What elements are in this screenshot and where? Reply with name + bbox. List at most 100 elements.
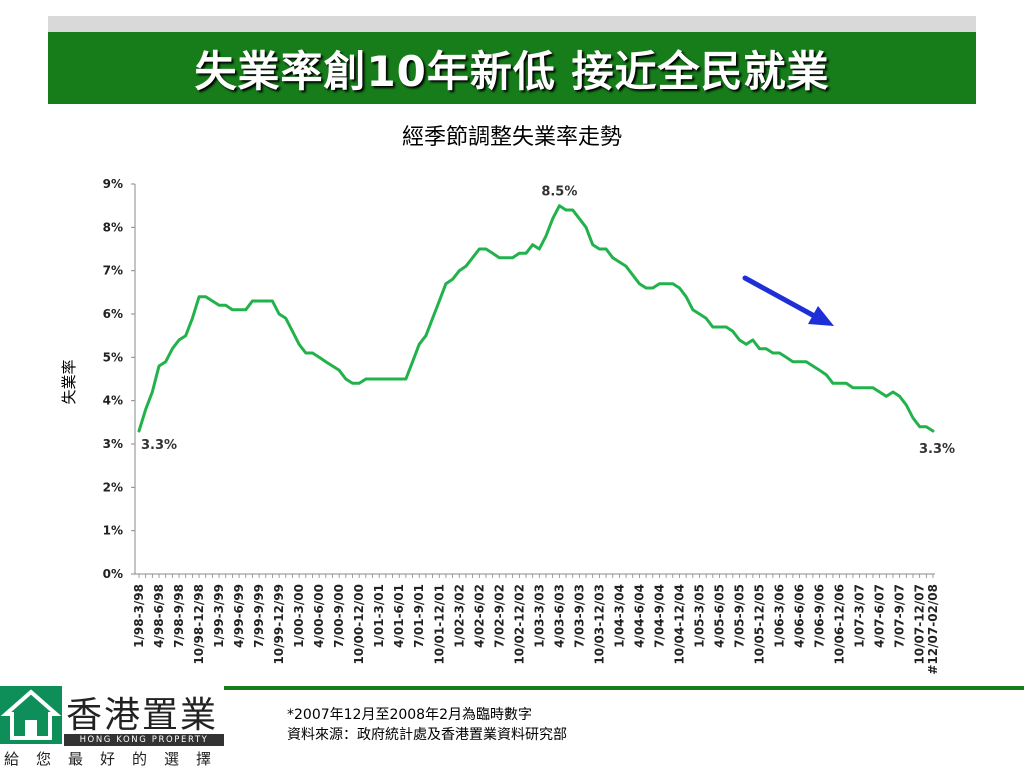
logo-english-name: HONG KONG PROPERTY xyxy=(64,734,224,746)
data-point xyxy=(338,369,341,372)
data-point xyxy=(798,360,801,363)
data-point xyxy=(378,377,381,381)
data-point xyxy=(264,299,267,303)
trend-arrow-shaft xyxy=(742,275,821,321)
data-point xyxy=(871,386,875,389)
x-tick-label: 10/04-12/04 xyxy=(672,584,686,665)
data-point xyxy=(805,360,808,363)
footer-divider xyxy=(224,686,1024,690)
x-tick-label: 7/04-9/04 xyxy=(652,584,666,648)
data-point xyxy=(825,373,828,376)
chart-panel xyxy=(56,106,970,684)
x-tick-label: 4/06-6/06 xyxy=(793,584,807,648)
y-tick-label: 5% xyxy=(103,350,123,364)
data-point xyxy=(911,416,915,420)
data-point xyxy=(638,282,641,285)
data-point xyxy=(164,360,167,363)
data-point xyxy=(711,325,714,329)
data-point xyxy=(157,364,161,368)
data-point xyxy=(678,286,681,290)
data-point xyxy=(224,304,227,307)
top-decor-bar xyxy=(48,16,976,32)
data-point xyxy=(704,317,708,320)
data-point xyxy=(865,386,868,389)
data-point xyxy=(511,256,514,259)
data-point xyxy=(351,382,354,385)
data-point xyxy=(785,356,788,359)
data-point xyxy=(878,390,881,394)
data-point xyxy=(431,317,434,320)
x-tick-label: 1/00-3/00 xyxy=(292,584,306,648)
data-point xyxy=(544,234,548,238)
data-point xyxy=(818,369,821,372)
data-point xyxy=(344,377,347,381)
data-point xyxy=(551,217,554,220)
x-tick-label: 1/04-3/04 xyxy=(612,584,626,648)
data-point xyxy=(905,403,908,407)
data-point xyxy=(504,256,508,259)
data-point xyxy=(177,338,181,342)
data-point xyxy=(484,247,488,251)
data-point xyxy=(651,286,654,290)
y-axis-label: 失業率 xyxy=(60,359,78,404)
y-tick-label: 7% xyxy=(103,264,123,278)
x-tick-label: 7/98-9/98 xyxy=(172,584,186,648)
data-point xyxy=(231,308,234,311)
y-tick-label: 6% xyxy=(103,307,123,321)
data-point xyxy=(518,252,521,255)
x-tick-label: 10/01-12/01 xyxy=(432,584,446,665)
x-tick-label: 4/07-6/07 xyxy=(873,584,887,648)
data-point xyxy=(438,299,441,303)
data-point xyxy=(885,395,888,398)
data-point xyxy=(251,299,254,303)
data-point xyxy=(471,256,474,259)
data-point xyxy=(604,247,608,251)
y-tick-label: 2% xyxy=(103,480,123,494)
data-point xyxy=(398,377,401,381)
data-point xyxy=(284,317,287,320)
data-point xyxy=(291,330,294,333)
x-tick-label: 4/05-6/05 xyxy=(712,584,726,648)
data-point xyxy=(197,295,201,298)
data-point xyxy=(598,247,601,251)
data-point xyxy=(358,382,361,385)
x-tick-label: 4/04-6/04 xyxy=(632,584,646,648)
data-point xyxy=(244,308,247,311)
data-point xyxy=(171,347,174,350)
data-point xyxy=(491,252,494,255)
data-point xyxy=(618,260,621,264)
x-tick-label: 7/99-9/99 xyxy=(252,584,266,648)
data-point xyxy=(151,390,154,394)
data-point xyxy=(771,351,775,355)
data-point xyxy=(564,208,568,212)
data-point xyxy=(211,299,214,303)
x-tick-label: 4/99-6/99 xyxy=(232,584,246,648)
x-tick-label: 4/00-6/00 xyxy=(312,584,326,648)
x-tick-label: 1/01-3/01 xyxy=(372,584,386,648)
data-point xyxy=(758,347,761,350)
data-point xyxy=(237,308,241,311)
data-point xyxy=(458,269,461,272)
data-point xyxy=(691,308,694,311)
x-tick-label: 7/05-9/05 xyxy=(733,584,747,648)
data-point xyxy=(745,343,748,346)
x-tick-label: 10/99-12/99 xyxy=(272,584,286,665)
data-point xyxy=(671,282,674,285)
end-value-label: 3.3% xyxy=(919,442,955,457)
data-point xyxy=(204,295,207,298)
data-point xyxy=(851,386,855,389)
x-tick-label: 4/98-6/98 xyxy=(152,584,166,648)
data-point xyxy=(838,382,841,385)
data-point xyxy=(217,304,221,307)
data-point xyxy=(257,299,261,303)
data-point xyxy=(418,343,421,346)
x-tick-label: 7/02-9/02 xyxy=(492,584,506,648)
x-tick-label: 10/02-12/02 xyxy=(512,584,526,665)
x-tick-label: 1/98-3/98 xyxy=(132,584,146,648)
x-tick-label: 10/06-12/06 xyxy=(833,584,847,665)
y-tick-label: 9% xyxy=(103,177,123,191)
slide-title: 失業率創10年新低 接近全民就業 xyxy=(194,46,830,96)
x-tick-label: 1/06-3/06 xyxy=(773,584,787,648)
data-point xyxy=(411,360,414,363)
data-point xyxy=(925,425,928,428)
